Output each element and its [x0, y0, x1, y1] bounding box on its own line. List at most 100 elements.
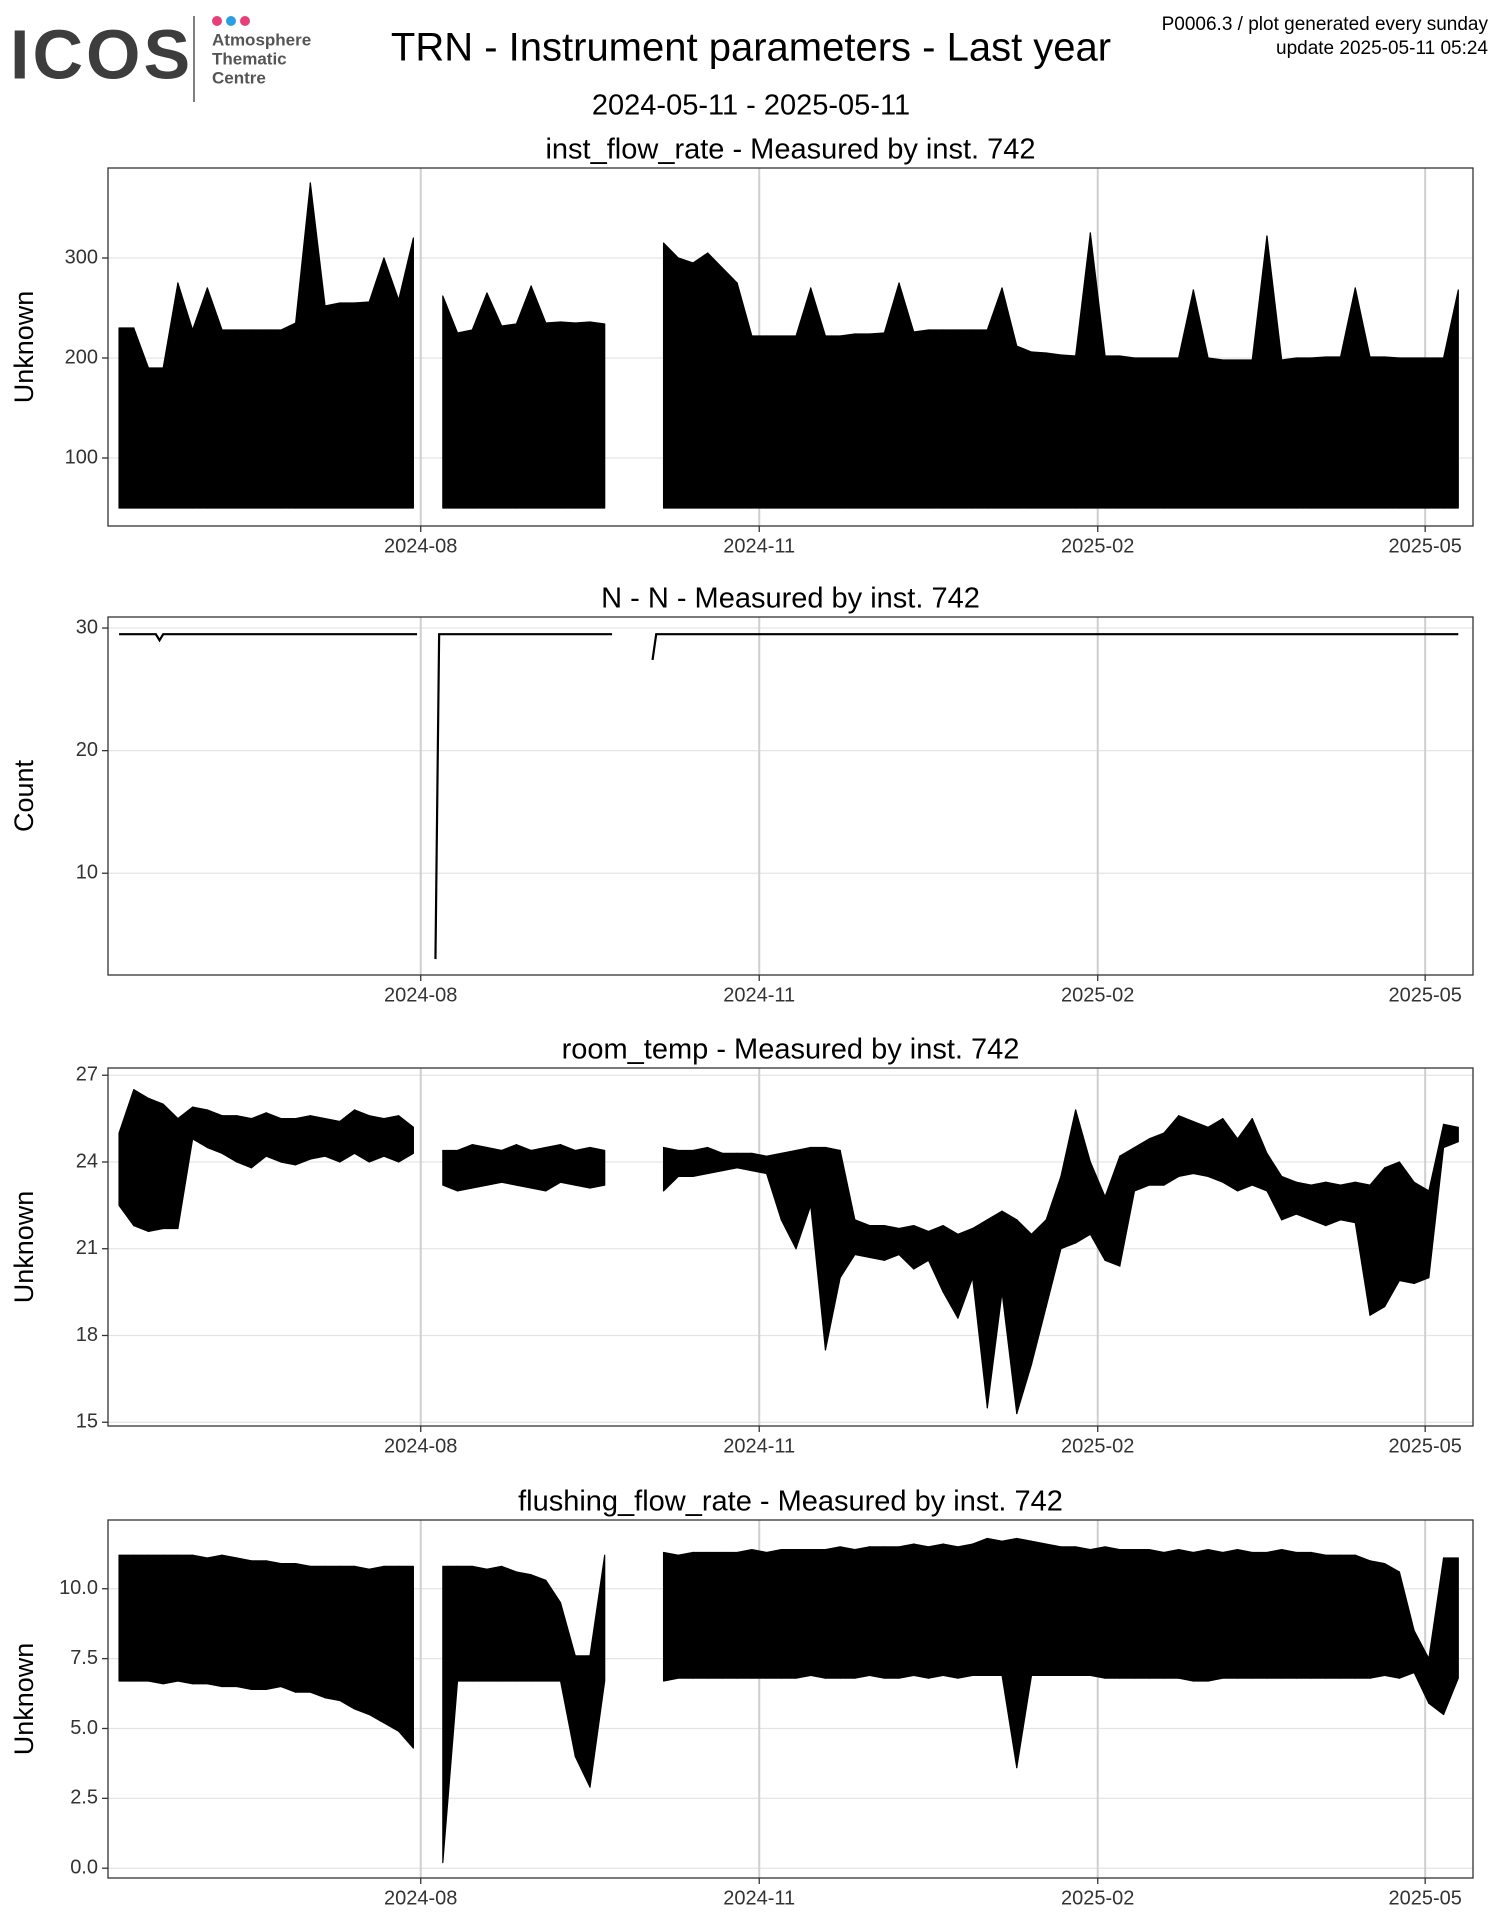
- logo-line: Centre: [212, 68, 266, 87]
- y-tick-label: 2.5: [70, 1787, 98, 1809]
- band-segment: [515, 1571, 532, 1682]
- band-segment: [471, 1144, 488, 1189]
- band-segment: [751, 1152, 768, 1175]
- band-segment: [368, 1115, 385, 1163]
- panel: inst_flow_rate - Measured by inst. 742 Un…: [9, 134, 1474, 557]
- band-segment: [236, 1115, 253, 1169]
- band-segment: [854, 1546, 871, 1679]
- band-segment: [1207, 1549, 1224, 1682]
- band-segment: [501, 323, 517, 509]
- band-segment: [1325, 1181, 1342, 1227]
- panel: N - N - Measured by inst. 742 Count 10 20 30…: [9, 583, 1474, 1006]
- band-segment: [1384, 1161, 1401, 1308]
- x-tick-label: 2024-11: [723, 535, 795, 557]
- band-segment: [368, 1565, 385, 1724]
- band-segment: [1178, 1115, 1194, 1178]
- band-segment: [765, 335, 782, 509]
- plot-border: [107, 167, 1474, 527]
- band-segment: [1339, 1554, 1356, 1679]
- y-tick-label: 21: [76, 1237, 98, 1259]
- y-tick-label: 300: [65, 246, 98, 268]
- band-segment: [839, 1546, 856, 1679]
- band-segment: [869, 1225, 885, 1261]
- band-segment: [692, 1551, 709, 1679]
- x-tick-label: 2024-11: [723, 984, 795, 1006]
- band-segment: [824, 1546, 841, 1679]
- band-segment: [854, 1219, 871, 1259]
- plot-background: [108, 617, 1473, 975]
- x-tick-label: 2024-11: [723, 1435, 795, 1457]
- band-segment: [250, 329, 267, 509]
- y-axis-label: Count: [9, 759, 39, 832]
- band-segment: [398, 1115, 414, 1163]
- band-segment: [1045, 1543, 1062, 1676]
- band-segment: [1192, 1549, 1209, 1682]
- band-segment: [559, 1144, 576, 1186]
- band-segment: [133, 1089, 150, 1232]
- band-segment: [442, 1149, 459, 1192]
- x-tick-label: 2024-08: [384, 535, 457, 557]
- band-segment: [1016, 345, 1033, 509]
- band-segment: [736, 1549, 753, 1679]
- plot-border: [107, 616, 1474, 976]
- y-tick-label: 24: [76, 1150, 98, 1172]
- band-segment: [1428, 357, 1445, 509]
- band-segment: [530, 1574, 547, 1682]
- band-segment: [677, 257, 694, 509]
- band-segment: [383, 1115, 400, 1163]
- band-segment: [1398, 1161, 1415, 1285]
- panel-title: room_temp - Measured by inst. 742: [562, 1034, 1020, 1066]
- band-segment: [927, 1543, 944, 1679]
- band-segment: [1089, 1546, 1106, 1679]
- band-segment: [295, 1115, 311, 1166]
- band-segment: [1295, 1551, 1312, 1679]
- band-segment: [574, 1146, 591, 1189]
- band-segment: [456, 1565, 473, 1682]
- band-segment: [780, 335, 797, 509]
- band-segment: [1104, 1546, 1121, 1679]
- band-segment: [383, 1565, 400, 1732]
- band-segment: [177, 1554, 194, 1685]
- band-segment: [721, 1551, 738, 1679]
- panel-title: N - N - Measured by inst. 742: [601, 583, 980, 615]
- band-segment: [1281, 1175, 1297, 1221]
- logo-dot: [226, 16, 236, 26]
- band-segment: [751, 335, 768, 509]
- x-tick-label: 2025-05: [1388, 1887, 1461, 1909]
- band-segment: [707, 1551, 724, 1679]
- y-tick-label: 0.0: [70, 1856, 98, 1878]
- band-segment: [810, 1549, 827, 1679]
- band-segment: [1325, 1554, 1342, 1679]
- band-segment: [1295, 1181, 1312, 1221]
- band-segment: [353, 301, 370, 509]
- band-segment: [1133, 357, 1150, 509]
- band-segment: [898, 1543, 915, 1679]
- band-segment: [854, 333, 871, 509]
- band-segment: [221, 1554, 238, 1688]
- panel: room_temp - Measured by inst. 742 Unknown…: [9, 1034, 1474, 1457]
- band-segment: [221, 1115, 238, 1163]
- band-segment: [295, 1562, 311, 1693]
- band-segment: [751, 1549, 768, 1679]
- band-segment: [147, 1097, 164, 1232]
- logo: ICOS Atmosphere Thematic Centre: [10, 15, 311, 102]
- band-segment: [1384, 356, 1401, 509]
- band-segment: [398, 1565, 414, 1749]
- y-tick-label: 10: [76, 862, 98, 884]
- band-segment: [736, 1152, 753, 1172]
- y-tick-label: 7.5: [70, 1647, 98, 1669]
- panel-title: flushing_flow_rate - Measured by inst. 7…: [518, 1486, 1063, 1518]
- band-segment: [501, 1144, 517, 1186]
- band-segment: [942, 329, 959, 509]
- band-segment: [309, 1565, 326, 1699]
- band-segment: [986, 1537, 1003, 1676]
- logo-dot: [240, 16, 250, 26]
- plot-border: [107, 1067, 1474, 1427]
- band-segment: [1325, 356, 1342, 509]
- band-segment: [795, 1549, 812, 1679]
- band-segment: [883, 1225, 900, 1261]
- band-segment: [1163, 357, 1180, 509]
- y-axis-label: Unknown: [9, 1643, 39, 1756]
- band-segment: [589, 1146, 606, 1189]
- band-segment: [486, 292, 503, 509]
